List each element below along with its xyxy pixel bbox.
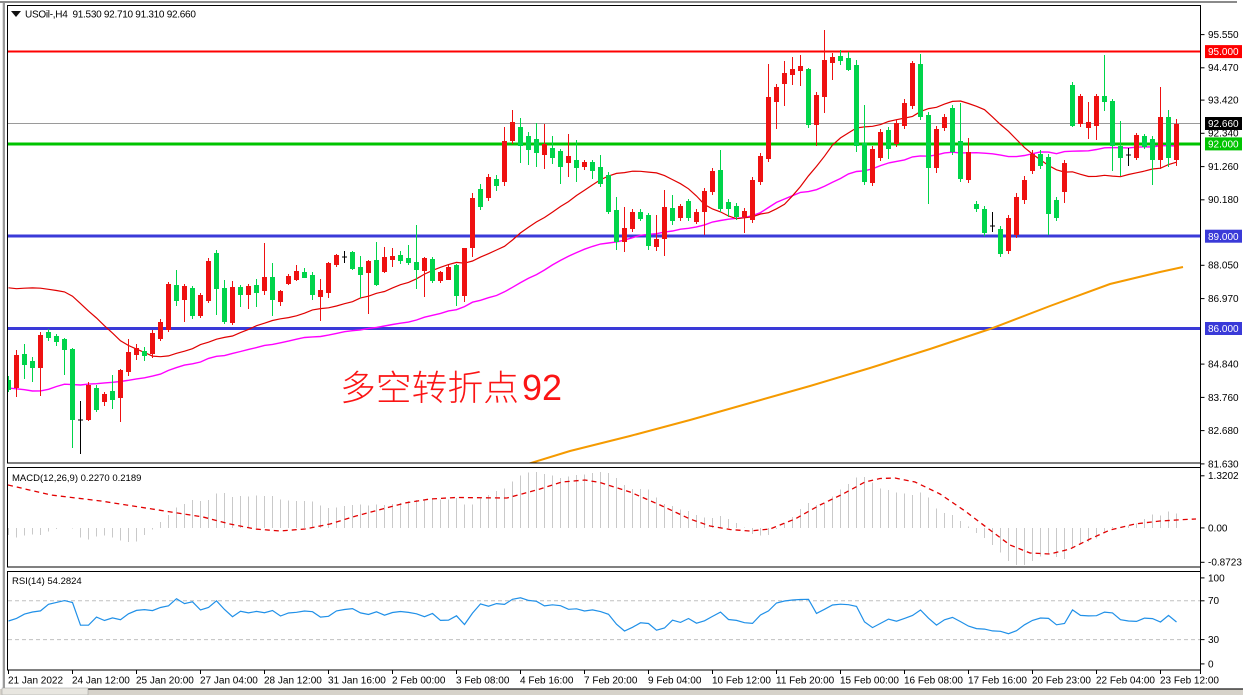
svg-text:-0.8723: -0.8723	[1208, 558, 1242, 569]
svg-text:100: 100	[1208, 573, 1225, 584]
svg-text:20 Feb 23:00: 20 Feb 23:00	[1032, 676, 1091, 687]
svg-text:7 Feb 20:00: 7 Feb 20:00	[584, 676, 638, 687]
svg-text:30: 30	[1208, 635, 1220, 646]
svg-text:0.00: 0.00	[1208, 523, 1228, 534]
svg-text:11 Feb 20:00: 11 Feb 20:00	[776, 676, 835, 687]
svg-text:10 Feb 12:00: 10 Feb 12:00	[712, 676, 771, 687]
svg-text:84.840: 84.840	[1208, 360, 1239, 371]
svg-text:82.680: 82.680	[1208, 426, 1239, 437]
svg-text:95.550: 95.550	[1208, 30, 1239, 41]
svg-text:31 Jan 16:00: 31 Jan 16:00	[328, 676, 386, 687]
svg-text:0: 0	[1208, 659, 1214, 670]
svg-text:1.3202: 1.3202	[1208, 471, 1239, 482]
svg-text:92.340: 92.340	[1208, 129, 1239, 140]
svg-text:92.000: 92.000	[1208, 140, 1239, 151]
svg-text:9 Feb 04:00: 9 Feb 04:00	[648, 676, 702, 687]
svg-text:4 Feb 16:00: 4 Feb 16:00	[520, 676, 574, 687]
svg-text:24 Jan 12:00: 24 Jan 12:00	[72, 676, 130, 687]
svg-text:93.420: 93.420	[1208, 96, 1239, 107]
svg-text:16 Feb 08:00: 16 Feb 08:00	[904, 676, 963, 687]
svg-text:95.000: 95.000	[1208, 47, 1239, 58]
svg-text:15 Feb 00:00: 15 Feb 00:00	[840, 676, 899, 687]
svg-text:23 Feb 12:00: 23 Feb 12:00	[1160, 676, 1219, 687]
svg-text:3 Feb 08:00: 3 Feb 08:00	[456, 676, 510, 687]
svg-text:21 Jan 2022: 21 Jan 2022	[8, 676, 63, 687]
svg-text:90.180: 90.180	[1208, 195, 1239, 206]
svg-text:94.470: 94.470	[1208, 63, 1239, 74]
svg-text:86.000: 86.000	[1208, 324, 1239, 335]
svg-text:88.050: 88.050	[1208, 261, 1239, 272]
svg-text:92.660: 92.660	[1208, 119, 1239, 130]
svg-text:83.760: 83.760	[1208, 393, 1239, 404]
svg-text:MACD(12,26,9) 0.2270 0.2189: MACD(12,26,9) 0.2270 0.2189	[12, 473, 141, 484]
svg-text:89.000: 89.000	[1208, 232, 1239, 243]
svg-text:70: 70	[1208, 596, 1220, 607]
svg-text:92: 92	[522, 367, 562, 408]
svg-text:17 Feb 16:00: 17 Feb 16:00	[968, 676, 1027, 687]
svg-text:25 Jan 20:00: 25 Jan 20:00	[136, 676, 194, 687]
svg-text:RSI(14) 54.2824: RSI(14) 54.2824	[12, 576, 82, 587]
svg-text:28 Jan 12:00: 28 Jan 12:00	[264, 676, 322, 687]
svg-text:2 Feb 00:00: 2 Feb 00:00	[392, 676, 446, 687]
svg-text:81.630: 81.630	[1208, 459, 1239, 470]
svg-text:USOil-,H4 91.530 92.710 91.31: USOil-,H4 91.530 92.710 91.310 92.660	[25, 10, 196, 21]
svg-text:22 Feb 04:00: 22 Feb 04:00	[1096, 676, 1155, 687]
svg-text:86.970: 86.970	[1208, 294, 1239, 305]
svg-text:91.260: 91.260	[1208, 162, 1239, 173]
svg-text:27 Jan 04:00: 27 Jan 04:00	[200, 676, 258, 687]
